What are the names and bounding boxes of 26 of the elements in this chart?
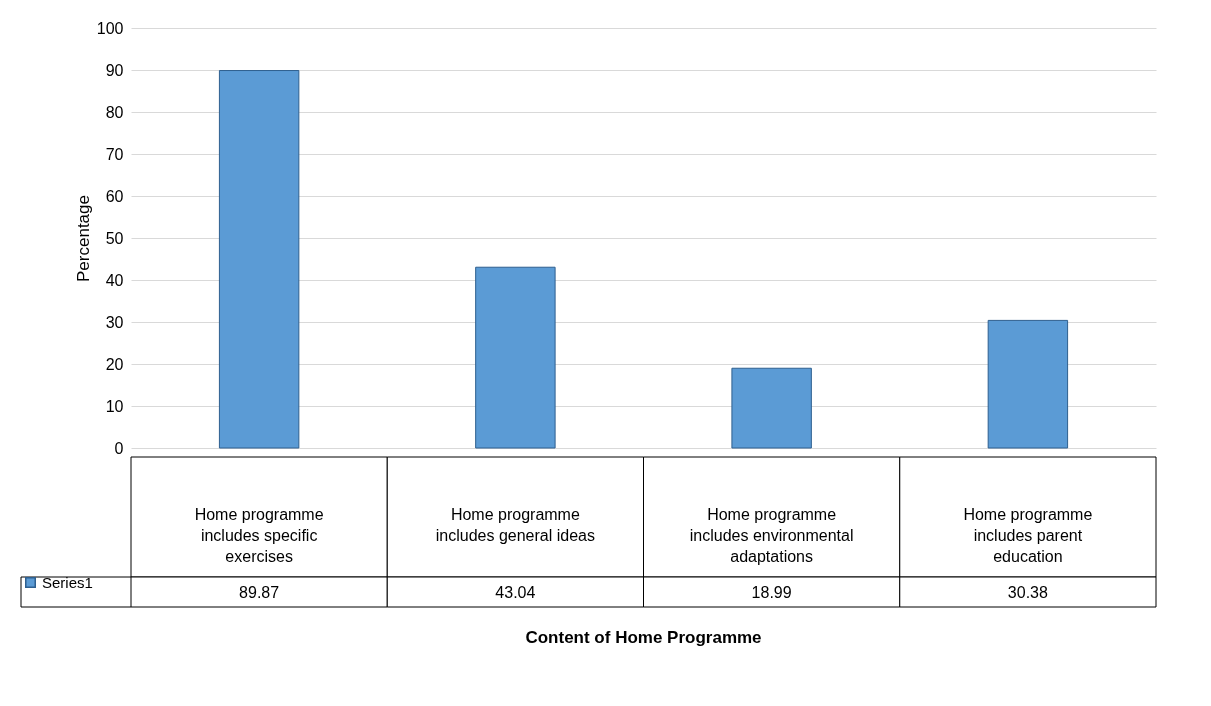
x-tick-label: Home programme includes environmental adaptations xyxy=(689,506,854,565)
y-tick-label: 30 xyxy=(105,313,124,331)
bar xyxy=(475,266,556,449)
data-label: 43.04 xyxy=(495,584,536,601)
y-tick-label: 70 xyxy=(105,145,124,163)
x-tick-label: Home programme includes parent education xyxy=(963,506,1093,565)
bar xyxy=(731,367,812,449)
y-tick-label: 90 xyxy=(105,61,124,79)
bar xyxy=(218,70,300,449)
y-tick-label: 10 xyxy=(105,397,124,415)
y-tick-label: 50 xyxy=(105,229,124,247)
data-label: 30.38 xyxy=(1007,584,1048,601)
y-tick-label: 20 xyxy=(105,355,124,373)
bar xyxy=(987,319,1069,449)
y-tick-label: 80 xyxy=(105,103,124,121)
y-axis-title: Percentage xyxy=(73,195,93,282)
data-label: 89.87 xyxy=(239,584,280,601)
x-tick-label: Home programme includes general ideas xyxy=(435,506,595,544)
data-label: 18.99 xyxy=(751,584,792,601)
y-tick-label: 100 xyxy=(96,19,124,37)
x-tick-label: Home programme includes specific exercises xyxy=(194,506,324,565)
x-axis-title: Content of Home Programme xyxy=(525,627,762,647)
legend-label: Series1 xyxy=(42,573,93,591)
y-tick-label: 60 xyxy=(105,187,124,205)
y-tick-label: 40 xyxy=(105,271,124,289)
y-tick-label: 0 xyxy=(114,439,124,457)
